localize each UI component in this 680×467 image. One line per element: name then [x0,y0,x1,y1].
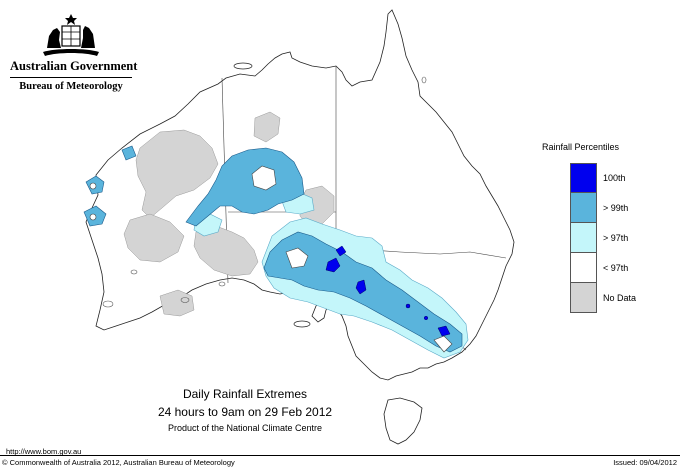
copyright-text: © Commonwealth of Australia 2012, Austra… [2,458,235,467]
legend-swatch-below-97 [570,253,597,283]
kangaroo-island [293,320,311,328]
no-data-areas [123,111,335,317]
legend-label: 100th [603,173,626,183]
legend: 100th > 99th > 97th < 97th No Data [570,163,670,313]
bureau-title: Bureau of Meteorology [19,81,123,92]
legend-swatch-100 [570,163,597,193]
below-97-holes [89,165,453,353]
website-link[interactable]: http://www.bom.gov.au [6,447,82,456]
legend-title: Rainfall Percentiles [542,142,620,152]
government-title: Australian Government [10,59,138,73]
legend-label: > 99th [603,203,629,213]
map-product: Product of the National Climate Centre [167,423,323,433]
logo-divider [10,77,132,78]
legend-item-below-97: < 97th [570,253,670,283]
tasmania [383,397,423,445]
legend-swatch-99 [570,193,597,223]
legend-swatch-97 [570,223,597,253]
footer-divider [0,455,680,456]
issued-date: Issued: 09/04/2012 [613,458,677,467]
melville-island [233,62,253,70]
legend-item-100: 100th [570,163,670,193]
map-title: Daily Rainfall Extremes [182,387,308,401]
legend-label: > 97th [603,233,629,243]
map-period: 24 hours to 9am on 29 Feb 2012 [157,405,333,419]
legend-label: No Data [603,293,637,303]
legend-item-97: > 97th [570,223,670,253]
legend-item-no-data: No Data [570,283,670,313]
isolated-outlines [102,76,427,308]
government-logo: Australian Government Bureau of Meteorol… [10,10,138,92]
percentile-100-areas [325,245,451,337]
legend-swatch-no-data [570,283,597,313]
legend-item-99: > 99th [570,193,670,223]
legend-label: < 97th [603,263,629,273]
coat-of-arms-icon [43,14,99,56]
